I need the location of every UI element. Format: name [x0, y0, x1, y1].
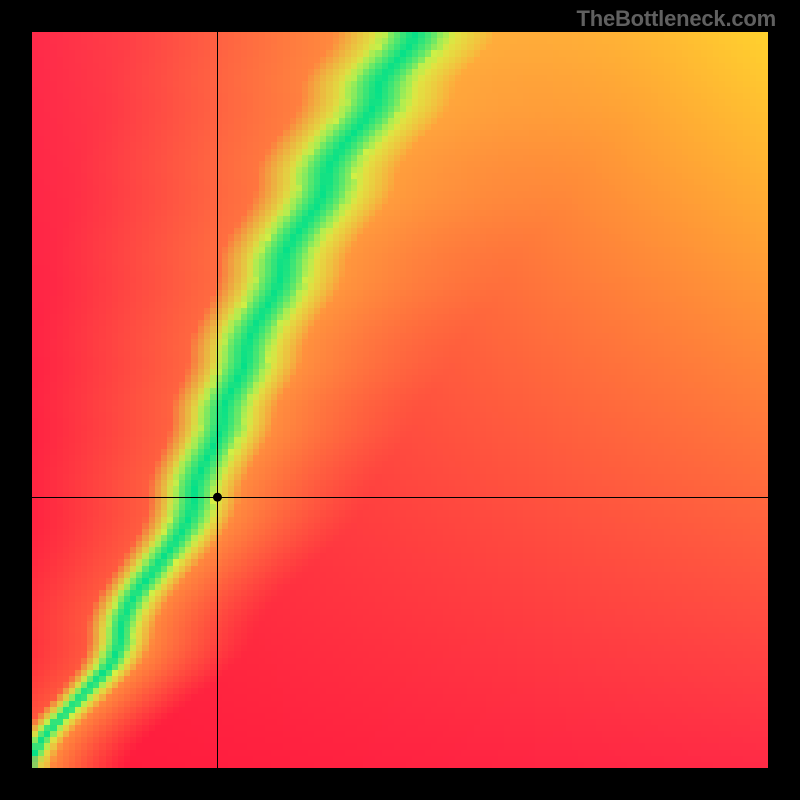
- bottleneck-heatmap-figure: TheBottleneck.com: [0, 0, 800, 800]
- heatmap-canvas: [32, 32, 768, 768]
- watermark-text: TheBottleneck.com: [576, 6, 776, 32]
